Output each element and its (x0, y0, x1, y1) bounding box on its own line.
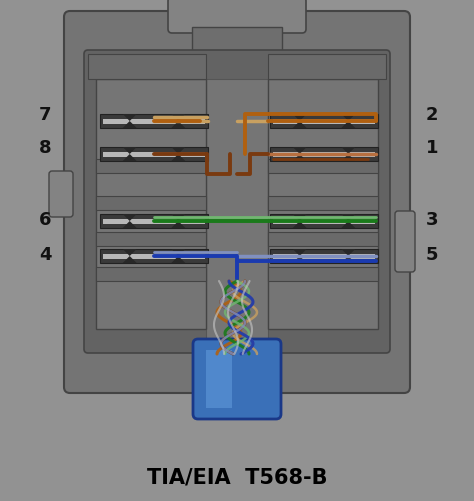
Bar (270, 214, 378, 228)
Bar (100, 148, 208, 162)
Text: 1: 1 (426, 139, 438, 157)
Bar (268, 160, 378, 174)
Polygon shape (123, 257, 137, 264)
Bar (270, 115, 378, 129)
Bar (100, 249, 208, 264)
Bar (268, 80, 378, 329)
Polygon shape (171, 257, 185, 264)
Text: 8: 8 (39, 139, 51, 157)
Bar (270, 249, 378, 264)
Bar (96, 232, 206, 246)
Bar (270, 148, 378, 162)
Polygon shape (123, 148, 137, 155)
Polygon shape (293, 122, 307, 129)
Bar (268, 55, 386, 80)
FancyBboxPatch shape (49, 172, 73, 217)
Polygon shape (341, 257, 356, 264)
Polygon shape (293, 221, 307, 228)
FancyBboxPatch shape (64, 12, 410, 393)
Text: 2: 2 (426, 106, 438, 124)
Bar (206, 350, 232, 408)
Text: 3: 3 (426, 210, 438, 228)
Polygon shape (171, 155, 185, 162)
Bar (96, 80, 206, 329)
Text: 6: 6 (39, 210, 51, 228)
Bar (273, 152, 375, 157)
Polygon shape (123, 214, 137, 221)
Polygon shape (341, 115, 356, 122)
Bar (96, 196, 206, 210)
Polygon shape (293, 214, 307, 221)
Polygon shape (171, 214, 185, 221)
Bar (100, 214, 208, 228)
Polygon shape (341, 214, 356, 221)
Polygon shape (123, 221, 137, 228)
Bar (100, 115, 208, 129)
FancyBboxPatch shape (84, 51, 390, 353)
Bar (192, 28, 282, 63)
Polygon shape (293, 115, 307, 122)
Bar (96, 268, 206, 282)
FancyBboxPatch shape (168, 0, 306, 34)
Polygon shape (341, 148, 356, 155)
Bar (103, 119, 205, 124)
Bar (103, 152, 205, 157)
Polygon shape (341, 249, 356, 257)
Polygon shape (123, 155, 137, 162)
FancyBboxPatch shape (193, 339, 281, 419)
Text: 5: 5 (426, 245, 438, 264)
Polygon shape (293, 155, 307, 162)
Polygon shape (171, 148, 185, 155)
Polygon shape (123, 249, 137, 257)
Bar (268, 232, 378, 246)
Polygon shape (341, 221, 356, 228)
Bar (96, 160, 206, 174)
FancyBboxPatch shape (395, 211, 415, 273)
Bar (273, 219, 375, 224)
Polygon shape (123, 115, 137, 122)
Polygon shape (123, 122, 137, 129)
Polygon shape (293, 249, 307, 257)
Bar (268, 268, 378, 282)
Bar (273, 119, 375, 124)
Bar (268, 196, 378, 210)
Bar (88, 55, 206, 80)
Text: TIA/EIA  T568-B: TIA/EIA T568-B (147, 467, 327, 487)
Polygon shape (293, 257, 307, 264)
Bar (273, 254, 375, 259)
Polygon shape (171, 122, 185, 129)
Polygon shape (293, 148, 307, 155)
Bar (103, 254, 205, 259)
Polygon shape (171, 115, 185, 122)
Polygon shape (341, 122, 356, 129)
Polygon shape (341, 155, 356, 162)
Text: 7: 7 (39, 106, 51, 124)
Bar (206, 80, 268, 374)
Text: 4: 4 (39, 245, 51, 264)
Bar (103, 219, 205, 224)
Polygon shape (171, 249, 185, 257)
Polygon shape (171, 221, 185, 228)
